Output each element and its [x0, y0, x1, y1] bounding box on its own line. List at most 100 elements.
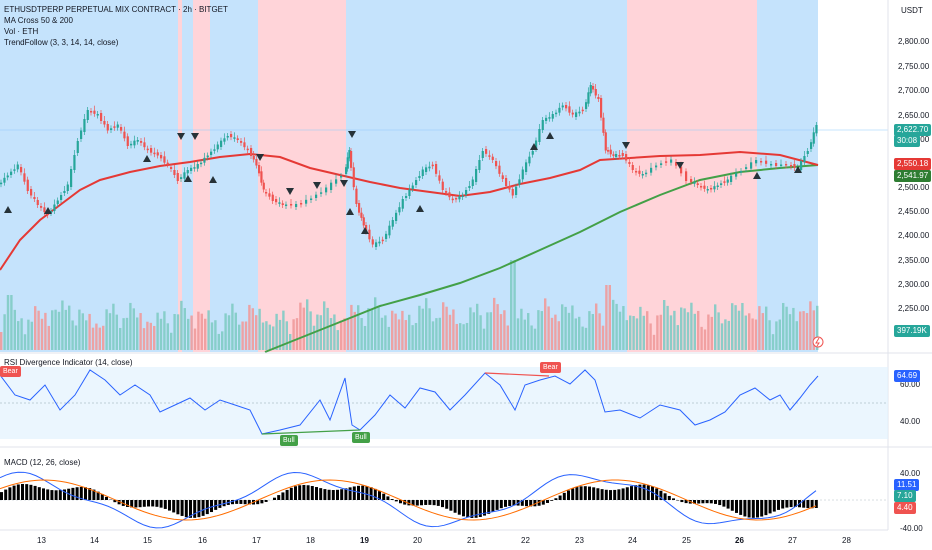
histogram-bar [197, 500, 201, 518]
candle-body [535, 140, 538, 149]
candle-body [723, 181, 726, 183]
histogram-bar [88, 488, 92, 500]
macd-badge: 11.51 [894, 479, 920, 491]
volume-bar [622, 306, 625, 350]
currency-label[interactable]: USDT [901, 6, 923, 15]
time-tick: 28 [842, 536, 851, 545]
histogram-bar [663, 493, 667, 500]
histogram-bar [730, 500, 734, 511]
candle-body [36, 200, 39, 205]
ma-fast-badge: 2,550.18 [894, 158, 932, 170]
histogram-bar [747, 500, 751, 518]
histogram-bar [239, 500, 243, 504]
candle-body [265, 192, 268, 194]
histogram-bar [760, 500, 764, 517]
rsi-tick-60: 60.00 [900, 380, 921, 389]
candle-body [385, 233, 388, 239]
volume-bar [306, 299, 309, 350]
candle-body [475, 169, 478, 182]
histogram-bar [214, 500, 218, 510]
candle-body [281, 203, 284, 205]
histogram-bar [163, 500, 167, 509]
histogram-bar [298, 485, 302, 500]
candle-body [295, 204, 298, 207]
histogram-bar [541, 500, 545, 505]
macd-histogram [0, 483, 818, 518]
price-tick: 2,250.00 [898, 304, 930, 313]
volume-bar [350, 304, 353, 350]
volume-bar [78, 309, 81, 350]
volume-bar [27, 319, 30, 350]
histogram-bar [344, 488, 348, 500]
volume-bar [452, 309, 455, 350]
indicator-volume[interactable]: Vol · ETH [4, 27, 39, 36]
trend-zone [757, 0, 818, 352]
indicator-ma-cross[interactable]: MA Cross 50 & 200 [4, 16, 73, 25]
histogram-bar [487, 500, 491, 514]
volume-bar [476, 303, 479, 350]
volume-bar [238, 324, 241, 350]
histogram-bar [294, 486, 297, 500]
symbol-title[interactable]: ETHUSDTPERP PERPETUAL MIX CONTRACT · 2h … [4, 5, 228, 14]
bear-divergence-line [484, 372, 550, 377]
rsi-tick-40: 40.00 [900, 417, 921, 426]
candle-body [545, 117, 548, 121]
candle-body [641, 174, 644, 176]
volume-bar [91, 327, 95, 350]
candle-body [126, 136, 129, 146]
volume-bar [448, 314, 452, 350]
volume-bar [438, 317, 441, 350]
volume-bar [119, 327, 122, 350]
candle-body [56, 200, 59, 204]
volume-bar [442, 302, 445, 350]
alert-icon[interactable] [812, 336, 824, 348]
volume-bar [629, 315, 632, 350]
buy-triangle [546, 132, 554, 139]
volume-bar [618, 311, 622, 350]
volume-bar [394, 313, 397, 350]
histogram-bar [583, 486, 587, 500]
sell-triangle [622, 142, 630, 149]
histogram-bar [407, 500, 411, 506]
time-tick: 22 [521, 536, 530, 545]
candle-body [30, 189, 33, 196]
candle-body [515, 186, 518, 195]
candle-body [685, 171, 688, 181]
candle-body [60, 195, 63, 200]
macd-title[interactable]: MACD (12, 26, close) [4, 458, 81, 467]
candle-body [258, 165, 261, 174]
buy-triangle [361, 227, 369, 234]
candle-body [345, 167, 348, 174]
volume-bar [680, 307, 683, 350]
volume-bar [224, 313, 227, 350]
volume-bar [418, 305, 421, 350]
candle-body [186, 170, 189, 174]
candle-body [600, 98, 603, 118]
volume-bar [601, 325, 605, 350]
volume-bar [455, 323, 458, 350]
histogram-bar [176, 500, 180, 515]
time-tick: 23 [575, 536, 584, 545]
volume-bar [686, 312, 690, 350]
volume-bar [499, 314, 503, 350]
candle-body [183, 172, 186, 179]
volume-bar [465, 322, 469, 350]
rsi-title[interactable]: RSI Divergence Indicator (14, close) [4, 358, 133, 367]
candle-body [90, 111, 93, 113]
volume-bar [666, 305, 669, 350]
volume-bar [646, 311, 649, 350]
indicator-trendfollow[interactable]: TrendFollow (3, 3, 14, 14, close) [4, 38, 119, 47]
histogram-bar [567, 490, 570, 500]
histogram-bar [4, 489, 8, 500]
volume-bar [153, 325, 156, 350]
candle-body [103, 121, 106, 125]
histogram-bar [105, 496, 108, 500]
volume-bar [530, 325, 533, 350]
histogram-bar [684, 500, 688, 504]
candle-body [362, 217, 365, 226]
volume-bar [384, 315, 387, 350]
histogram-bar [382, 493, 386, 500]
candle-body [565, 105, 568, 109]
candle-body [405, 196, 408, 198]
